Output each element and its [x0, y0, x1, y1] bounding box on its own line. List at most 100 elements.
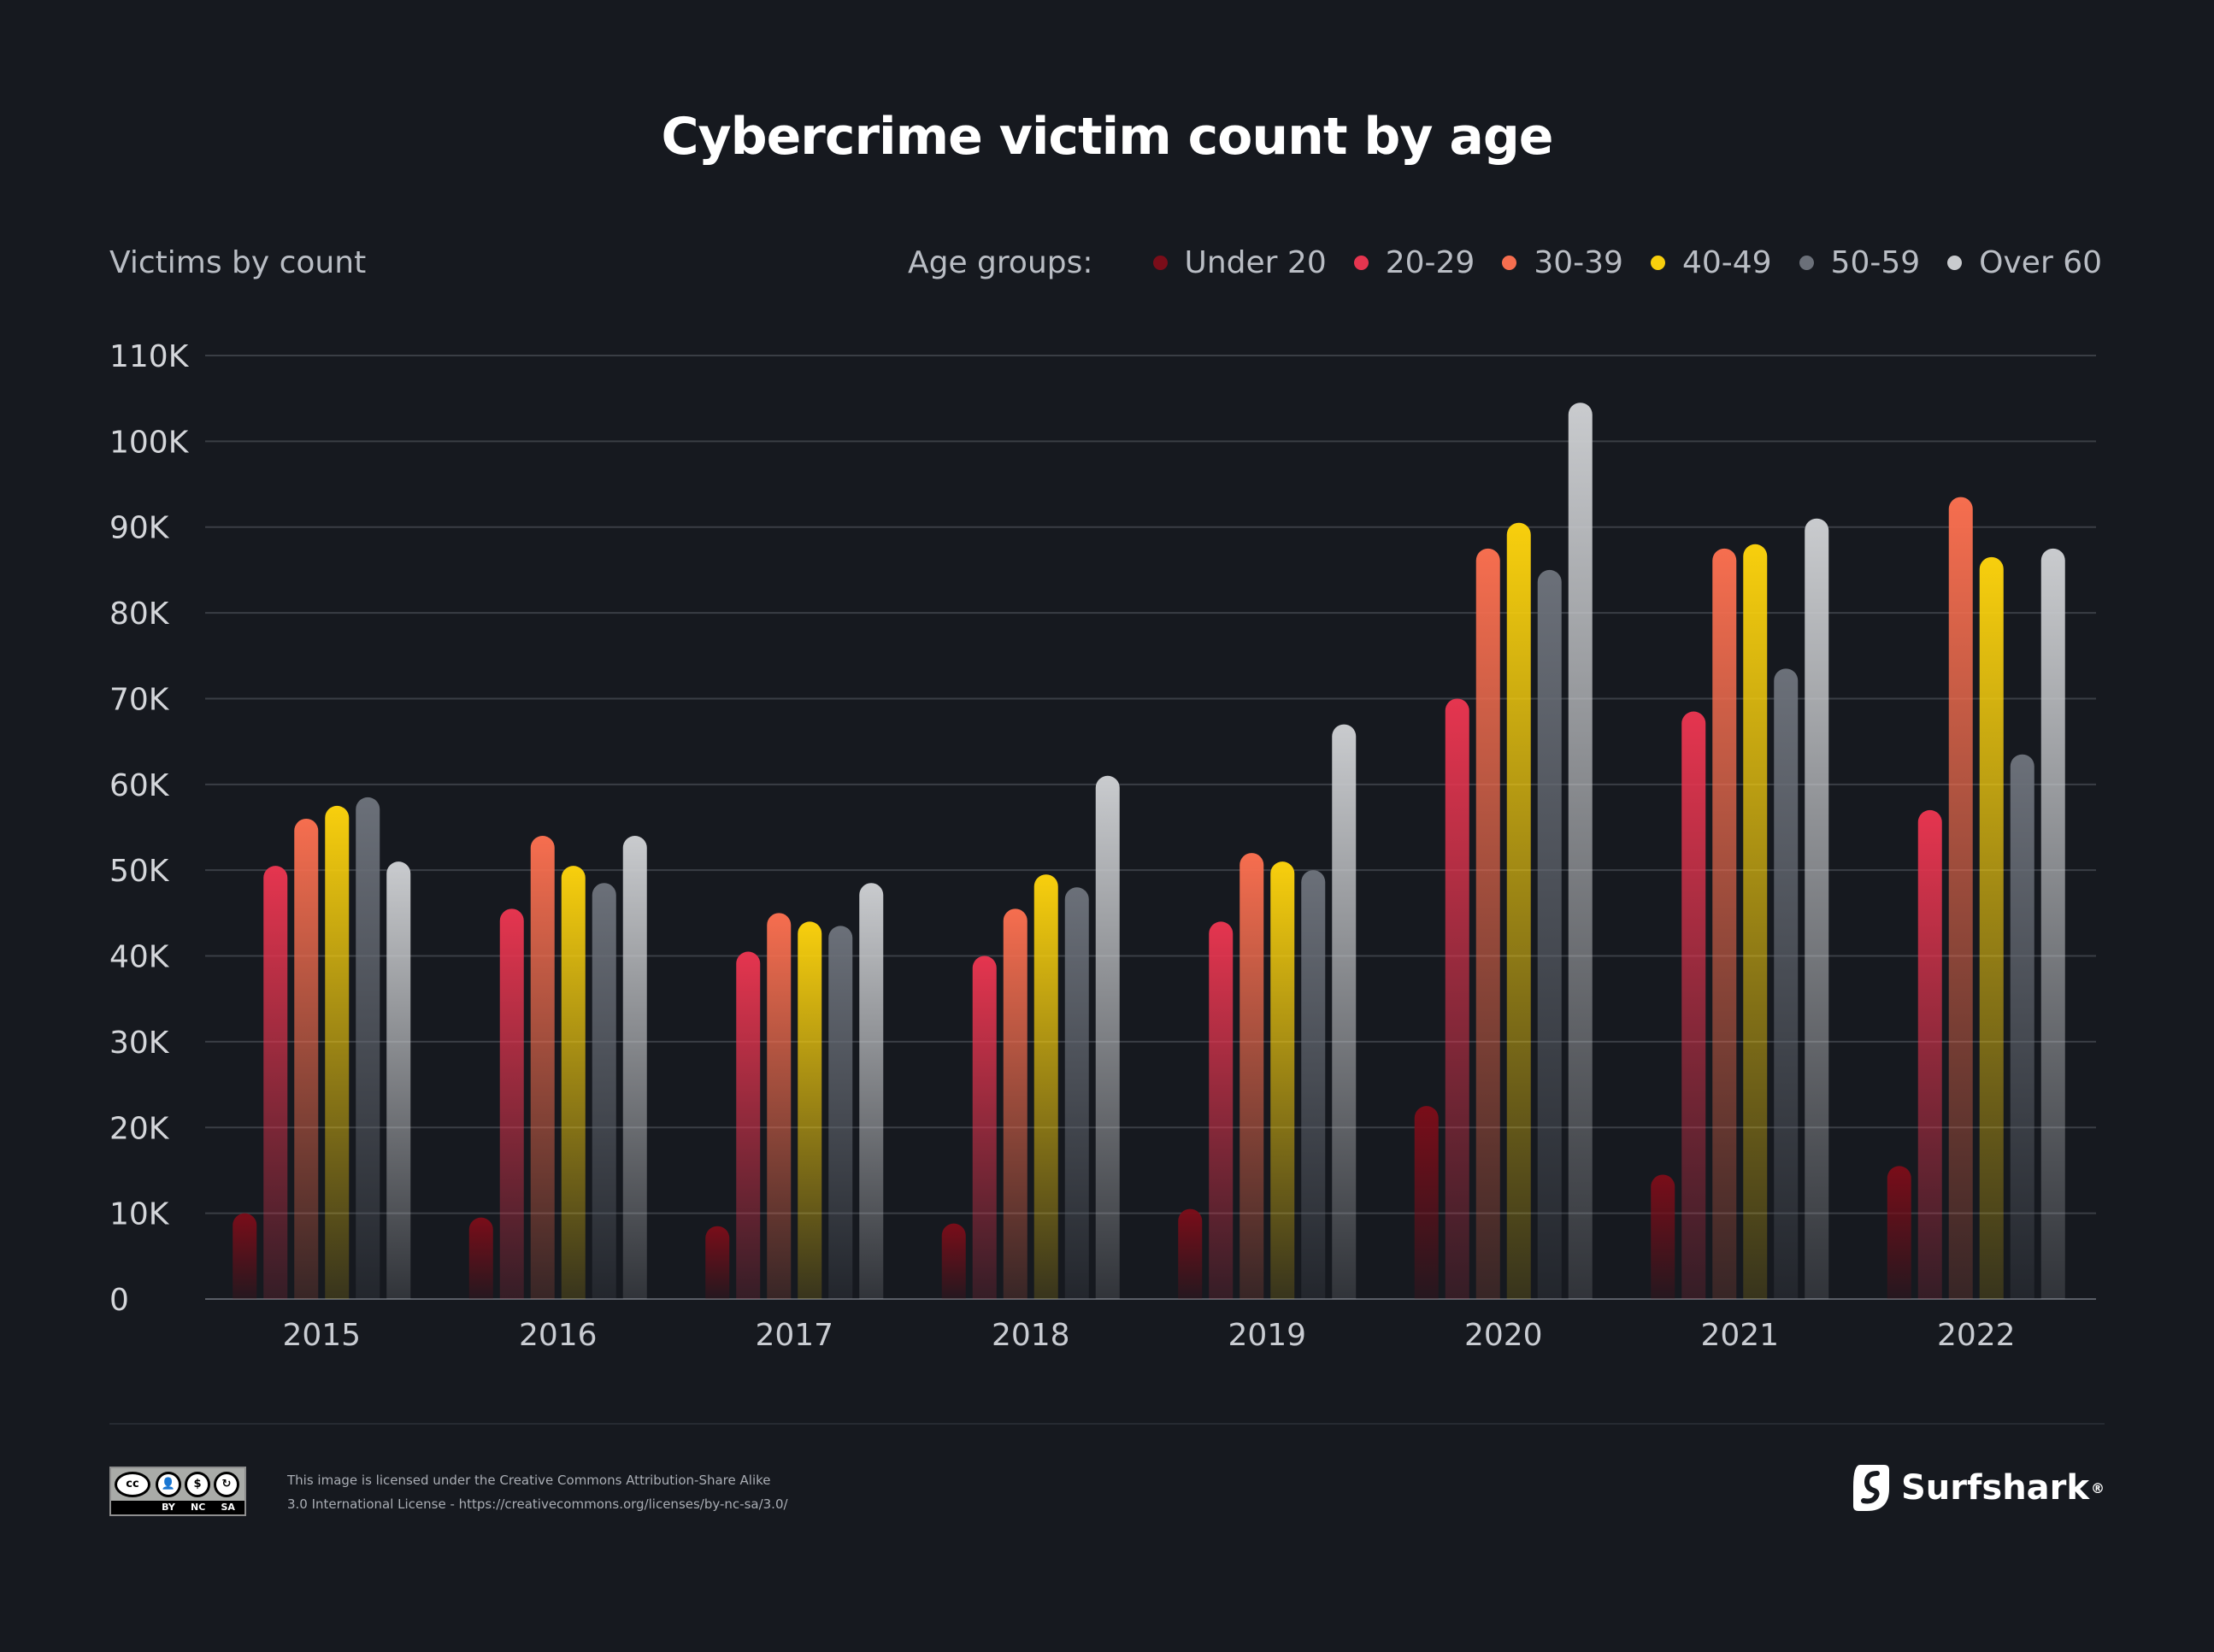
bar-2017-over-60 — [859, 883, 884, 1299]
bar-2016-40-49 — [561, 866, 586, 1299]
bar-2022-30-39 — [1948, 497, 1973, 1299]
bar-2020-50-59 — [1537, 569, 1562, 1299]
license-line-1: This image is licensed under the Creativ… — [287, 1473, 771, 1488]
legend-dot — [1152, 256, 1168, 270]
bar-2020-over-60 — [1568, 403, 1593, 1299]
legend-item-40-49: 40-49 — [1650, 245, 1772, 280]
bar-2015-20-29 — [263, 866, 288, 1299]
y-tick-label: 10K — [109, 1197, 170, 1232]
bar-chart: 0 10K 20K 30K 40K 50K 60K 70K 80K 90K 100K 110K 2015… — [109, 339, 2096, 1353]
bar-2021-20-29 — [1681, 711, 1706, 1299]
x-tick-label: 2019 — [1228, 1318, 1306, 1353]
legend-item-under-20: Under 20 — [1152, 245, 1327, 280]
x-tick-label: 2015 — [282, 1318, 361, 1353]
bar-2017-under-20 — [705, 1226, 730, 1299]
y-tick-label: 0 — [109, 1283, 129, 1318]
bar-2017-20-29 — [736, 951, 761, 1299]
bar-2021-40-49 — [1743, 544, 1768, 1299]
bar-2022-under-20 — [1887, 1166, 1911, 1299]
x-tick-label: 2020 — [1464, 1318, 1543, 1353]
y-tick-label: 30K — [109, 1026, 170, 1061]
bar-2021-50-59 — [1774, 668, 1799, 1299]
bar-2019-20-29 — [1209, 921, 1234, 1299]
bar-2020-40-49 — [1506, 522, 1531, 1299]
y-tick-label: 110K — [109, 339, 190, 374]
cc-icon: cc — [115, 1472, 150, 1497]
bar-2019-under-20 — [1178, 1208, 1203, 1299]
bar-2016-30-39 — [530, 836, 555, 1299]
legend-dot — [1947, 256, 1963, 270]
bar-2022-50-59 — [2010, 754, 2034, 1299]
bar-2016-under-20 — [468, 1217, 493, 1299]
legend-lead: Age groups: — [907, 245, 1093, 280]
y-tick-label: 100K — [109, 425, 190, 460]
legend-dot — [1650, 256, 1665, 270]
bar-2020-under-20 — [1414, 1106, 1439, 1299]
bar-2021-under-20 — [1651, 1174, 1675, 1299]
license-text: This image is licensed under the Creativ… — [287, 1468, 788, 1516]
bar-2019-50-59 — [1301, 870, 1326, 1299]
bar-2016-over-60 — [622, 836, 647, 1299]
y-axis-title: Victims by count — [109, 245, 367, 280]
x-tick-label: 2016 — [519, 1318, 598, 1353]
bar-2022-over-60 — [2040, 548, 2065, 1299]
cc-label-nc: NC — [191, 1502, 206, 1513]
bar-2017-40-49 — [798, 921, 822, 1299]
bar-2019-40-49 — [1270, 861, 1295, 1299]
bar-2018-30-39 — [1003, 908, 1028, 1299]
y-tick-label: 40K — [109, 940, 170, 975]
bar-2018-under-20 — [941, 1223, 966, 1299]
y-tick-label: 50K — [109, 854, 170, 889]
brand-registered-mark: ® — [2091, 1479, 2105, 1496]
bar-2017-50-59 — [828, 926, 853, 1299]
bar-2017-30-39 — [767, 913, 792, 1299]
license-line-2: 3.0 International License - https://crea… — [287, 1496, 788, 1512]
legend-item-30-39: 30-39 — [1502, 245, 1623, 280]
legend-label: 20-29 — [1385, 245, 1475, 280]
y-tick-label: 90K — [109, 511, 170, 546]
bar-2020-30-39 — [1475, 548, 1500, 1299]
footer-divider — [109, 1423, 2105, 1425]
bar-2021-30-39 — [1712, 548, 1737, 1299]
x-tick-label: 2017 — [755, 1318, 833, 1353]
legend-label: 40-49 — [1681, 245, 1772, 280]
bar-2015-50-59 — [356, 797, 380, 1299]
bar-2022-40-49 — [1979, 556, 2004, 1299]
bar-2018-40-49 — [1033, 874, 1058, 1299]
legend: Age groups: Under 20 20-29 30-39 40-49 5… — [908, 245, 2102, 280]
brand-name: Surfshark — [1900, 1468, 2089, 1508]
bar-2015-40-49 — [325, 805, 350, 1299]
legend-label: 30-39 — [1534, 245, 1623, 280]
bar-2018-50-59 — [1064, 887, 1089, 1299]
cc-label-sa: SA — [221, 1502, 235, 1513]
sharealike-icon: ↻ — [214, 1472, 239, 1497]
bar-2018-over-60 — [1095, 775, 1120, 1299]
bar-2022-20-29 — [1917, 809, 1942, 1299]
bar-2016-20-29 — [499, 908, 524, 1299]
cc-license-badge: cc 👤 $ ↻ BY NC SA — [109, 1467, 246, 1516]
y-tick-label: 20K — [109, 1111, 170, 1146]
chart-title: Cybercrime victim count by age — [661, 107, 1554, 167]
y-tick-label: 70K — [109, 682, 170, 717]
bar-2016-50-59 — [592, 883, 616, 1299]
legend-label: Under 20 — [1184, 245, 1327, 280]
brand: Surfshark ® — [1852, 1463, 2105, 1513]
cc-label-by: BY — [162, 1502, 175, 1513]
bar-2019-30-39 — [1239, 853, 1264, 1299]
noncommercial-icon: $ — [185, 1472, 210, 1497]
legend-label: Over 60 — [1979, 245, 2102, 280]
bar-2015-over-60 — [386, 861, 411, 1299]
legend-dot — [1502, 256, 1517, 270]
y-tick-label: 60K — [109, 768, 170, 803]
x-tick-label: 2022 — [1937, 1318, 2016, 1353]
bar-2015-30-39 — [294, 818, 319, 1299]
attribution-icon: 👤 — [156, 1472, 181, 1497]
legend-item-20-29: 20-29 — [1353, 245, 1475, 280]
x-tick-label: 2018 — [992, 1318, 1070, 1353]
legend-dot — [1799, 256, 1814, 270]
legend-item-over-60: Over 60 — [1947, 245, 2102, 280]
bar-2021-over-60 — [1805, 518, 1829, 1299]
bar-2019-over-60 — [1332, 724, 1357, 1299]
legend-item-50-59: 50-59 — [1799, 245, 1920, 280]
bar-2020-20-29 — [1445, 698, 1469, 1299]
